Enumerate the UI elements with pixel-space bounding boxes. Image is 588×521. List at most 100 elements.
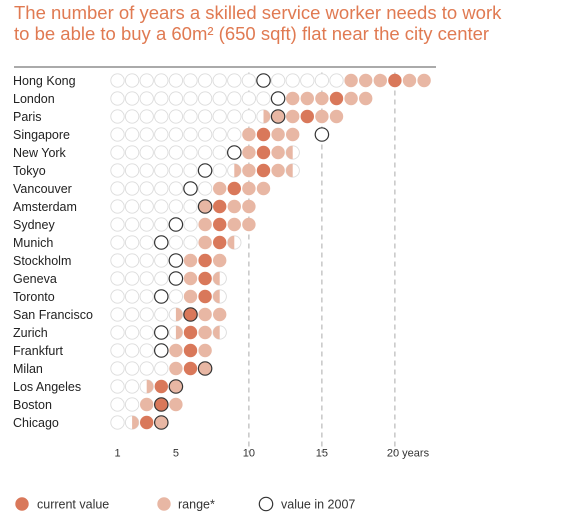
empty-dot [139,109,154,124]
current-value-dot [227,181,241,196]
value-2007-dot [168,271,184,286]
empty-dot [139,361,154,376]
empty-dot [183,199,198,214]
value-2007-dot [168,379,184,394]
empty-dot [154,109,169,124]
city-label: Vancouver [13,182,72,196]
empty-dot [124,271,140,286]
range-dot [271,109,285,124]
empty-dot [168,127,184,142]
current-value-dot [154,397,168,412]
empty-dot [139,181,154,196]
empty-dot [212,163,227,178]
range-half-dot [175,325,183,340]
city-label: Toronto [13,290,55,304]
city-label: Tokyo [13,164,46,178]
empty-dot [139,253,154,268]
row-toronto: Toronto [13,289,227,304]
y2007-bg [183,181,198,196]
current-value-dot [183,343,198,358]
range-dot [213,307,227,322]
empty-dot [110,253,125,268]
legend-2007-swatch [258,496,274,512]
city-label: Frankfurt [13,344,64,358]
empty-dot [212,145,227,160]
value-2007-dot [154,343,169,358]
current-value-dot [140,415,154,430]
empty-dot [227,91,242,106]
range-dot [271,127,285,142]
city-label: Los Angeles [13,380,81,394]
empty-dot [110,199,125,214]
empty-dot [197,109,213,124]
x-tick-label: 15 [316,448,328,460]
y2007-bg [169,217,183,232]
range-dot [140,397,154,412]
legend-range-swatch [157,497,171,511]
empty-dot [124,253,140,268]
range-dot [286,91,300,106]
value-2007-dot [154,415,169,430]
empty-dot [110,343,125,358]
city-label: Hong Kong [13,74,76,88]
empty-dot [110,109,125,124]
empty-dot [154,73,169,88]
empty-dot [168,199,184,214]
city-label: Boston [13,398,52,412]
range-dot [256,181,271,196]
empty-dot [241,91,257,106]
range-half-dot [132,415,139,430]
range-dot [373,73,387,88]
range-dot [213,181,227,196]
value-2007-dot [154,397,169,412]
empty-dot [241,109,257,124]
empty-dot [314,73,330,88]
empty-dot [110,361,125,376]
y2007-bg [315,127,329,142]
city-label: London [13,92,55,106]
empty-dot [212,109,227,124]
y2007-bg [271,91,285,106]
current-value-dot [198,253,212,268]
value-2007-dot [168,253,184,268]
row-chicago: Chicago [13,415,169,430]
empty-dot [139,127,154,142]
range-dot [183,271,198,286]
range-half-dot [227,235,235,250]
y2007-bg [169,253,183,268]
empty-dot [124,127,140,142]
empty-dot [183,163,198,178]
empty-dot [139,73,154,88]
range-dot [344,91,358,106]
empty-dot [124,199,140,214]
empty-dot [124,325,140,340]
empty-dot [124,343,140,358]
value-2007-dot [154,235,169,250]
chart-title: The number of years a skilled service wo… [14,2,574,44]
empty-dot [154,271,169,286]
empty-dot [124,91,140,106]
row-geneva: Geneva [13,271,227,286]
range-dot [300,91,314,106]
empty-dot [270,73,286,88]
empty-dot [139,145,154,160]
empty-dot [110,379,125,394]
empty-dot [168,73,184,88]
row-stockholm: Stockholm [13,253,227,268]
current-value-dot [213,199,227,214]
empty-dot [110,217,125,232]
range-dot [286,127,300,142]
range-dot [198,325,212,340]
empty-dot [256,91,271,106]
empty-dot [197,91,213,106]
empty-dot [139,199,154,214]
range-half-dot [234,163,241,178]
city-label: New York [13,146,67,160]
row-sydney: Sydney [13,217,256,232]
current-value-dot [154,379,168,394]
range-dot [271,145,285,160]
x-tick-label: 5 [173,448,179,460]
empty-dot [168,289,184,304]
chart-title-line-1: The number of years a skilled service wo… [14,2,502,23]
value-2007-dot [197,361,213,376]
